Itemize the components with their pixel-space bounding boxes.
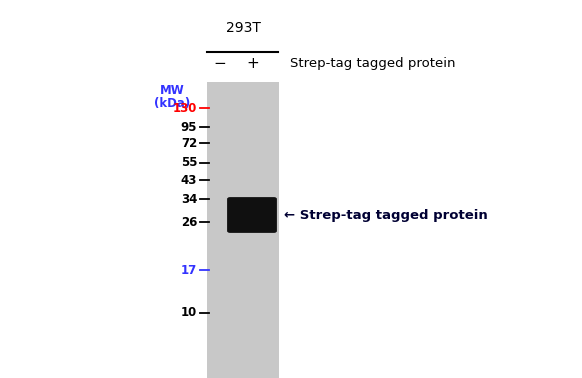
Text: 34: 34 — [181, 192, 197, 206]
Text: 72: 72 — [181, 136, 197, 150]
Text: 293T: 293T — [226, 21, 260, 35]
Text: (kDa): (kDa) — [154, 96, 190, 110]
Text: 10: 10 — [181, 307, 197, 319]
Text: 95: 95 — [180, 121, 197, 133]
Text: +: + — [247, 56, 260, 71]
Bar — [207, 82, 279, 378]
Text: 43: 43 — [181, 174, 197, 186]
Text: 55: 55 — [180, 156, 197, 169]
Text: 26: 26 — [181, 215, 197, 228]
Text: −: − — [214, 56, 226, 71]
Text: Strep-tag tagged protein: Strep-tag tagged protein — [290, 56, 456, 70]
Text: MW: MW — [159, 84, 184, 96]
FancyBboxPatch shape — [227, 197, 277, 233]
Text: ← Strep-tag tagged protein: ← Strep-tag tagged protein — [284, 209, 488, 222]
Text: 130: 130 — [173, 102, 197, 115]
Text: 17: 17 — [181, 263, 197, 276]
